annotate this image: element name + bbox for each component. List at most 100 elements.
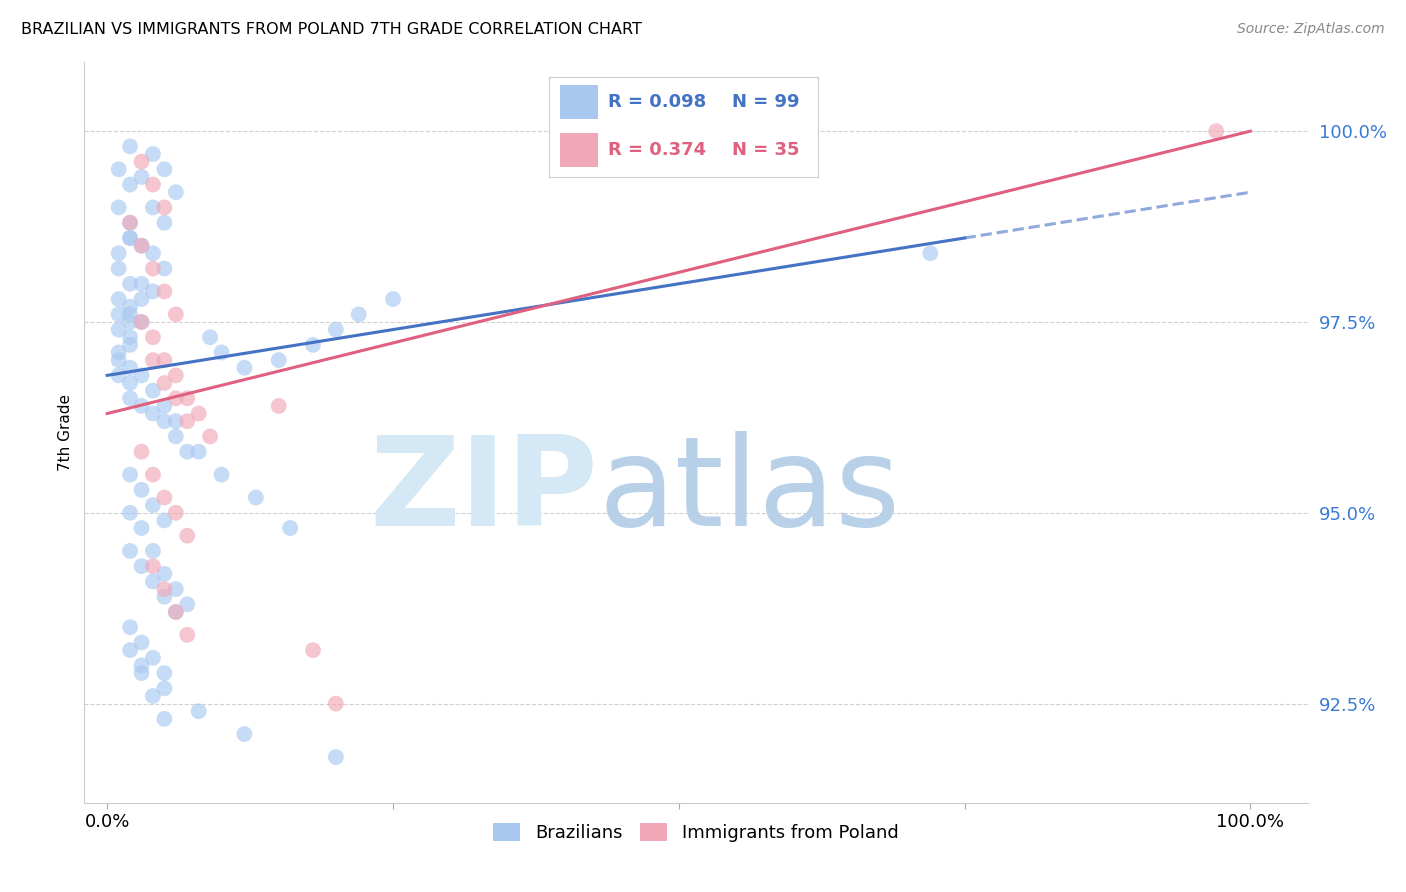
Point bbox=[302, 643, 325, 657]
Point bbox=[120, 300, 142, 314]
Text: ZIP: ZIP bbox=[370, 432, 598, 552]
Text: atlas: atlas bbox=[598, 432, 900, 552]
Point bbox=[120, 620, 142, 634]
Y-axis label: 7th Grade: 7th Grade bbox=[58, 394, 73, 471]
Point bbox=[120, 216, 142, 230]
Point bbox=[131, 521, 153, 535]
Point bbox=[920, 246, 942, 260]
Point bbox=[153, 414, 176, 428]
Point bbox=[131, 238, 153, 252]
Point bbox=[165, 368, 187, 383]
Point bbox=[211, 467, 233, 482]
Point bbox=[131, 635, 153, 649]
Point bbox=[107, 261, 129, 276]
Point bbox=[107, 162, 129, 177]
Point bbox=[211, 345, 233, 359]
Point bbox=[153, 376, 176, 390]
Point bbox=[165, 307, 187, 321]
Legend: Brazilians, Immigrants from Poland: Brazilians, Immigrants from Poland bbox=[486, 815, 905, 849]
Point bbox=[187, 704, 209, 718]
Point bbox=[142, 544, 165, 558]
Point bbox=[176, 444, 198, 458]
Point bbox=[267, 399, 290, 413]
Point bbox=[153, 582, 176, 596]
Point bbox=[142, 353, 165, 368]
Point bbox=[267, 353, 290, 368]
Point bbox=[165, 506, 187, 520]
Point bbox=[120, 139, 142, 153]
Point bbox=[107, 368, 129, 383]
Text: Source: ZipAtlas.com: Source: ZipAtlas.com bbox=[1237, 22, 1385, 37]
Point bbox=[120, 216, 142, 230]
Point bbox=[120, 376, 142, 390]
Point bbox=[187, 444, 209, 458]
Point bbox=[131, 444, 153, 458]
Point bbox=[278, 521, 301, 535]
Point bbox=[347, 307, 370, 321]
Point bbox=[165, 605, 187, 619]
Point bbox=[176, 529, 198, 543]
Point bbox=[131, 169, 153, 184]
Point bbox=[120, 231, 142, 245]
Point bbox=[107, 322, 129, 336]
Point bbox=[120, 277, 142, 291]
Point bbox=[176, 414, 198, 428]
Point bbox=[120, 307, 142, 321]
Point bbox=[153, 666, 176, 681]
Point bbox=[120, 315, 142, 329]
Point bbox=[120, 360, 142, 375]
Point bbox=[142, 384, 165, 398]
Point bbox=[153, 162, 176, 177]
Point bbox=[153, 566, 176, 581]
Point bbox=[142, 330, 165, 344]
Point bbox=[153, 353, 176, 368]
Point bbox=[153, 216, 176, 230]
Point bbox=[153, 712, 176, 726]
Point bbox=[325, 697, 347, 711]
Point bbox=[107, 292, 129, 306]
Point bbox=[165, 582, 187, 596]
Point bbox=[325, 322, 347, 336]
Point bbox=[131, 277, 153, 291]
Point bbox=[107, 353, 129, 368]
Point bbox=[131, 666, 153, 681]
Point bbox=[120, 643, 142, 657]
Point bbox=[142, 467, 165, 482]
Point bbox=[165, 185, 187, 199]
Point bbox=[153, 201, 176, 215]
Point bbox=[165, 414, 187, 428]
Point bbox=[153, 590, 176, 604]
Point bbox=[142, 498, 165, 512]
Point bbox=[142, 147, 165, 161]
Point bbox=[131, 658, 153, 673]
Point bbox=[131, 238, 153, 252]
Point bbox=[120, 231, 142, 245]
Point bbox=[120, 178, 142, 192]
Point bbox=[120, 338, 142, 352]
Point bbox=[165, 429, 187, 443]
Point bbox=[1205, 124, 1227, 138]
Point bbox=[153, 491, 176, 505]
Point bbox=[153, 513, 176, 527]
Point bbox=[142, 201, 165, 215]
Point bbox=[107, 307, 129, 321]
Point bbox=[153, 261, 176, 276]
Point bbox=[142, 574, 165, 589]
Point bbox=[142, 559, 165, 574]
Point bbox=[142, 689, 165, 703]
Text: BRAZILIAN VS IMMIGRANTS FROM POLAND 7TH GRADE CORRELATION CHART: BRAZILIAN VS IMMIGRANTS FROM POLAND 7TH … bbox=[21, 22, 643, 37]
Point bbox=[382, 292, 405, 306]
Point bbox=[198, 429, 221, 443]
Point bbox=[107, 345, 129, 359]
Point bbox=[120, 544, 142, 558]
Point bbox=[153, 399, 176, 413]
Point bbox=[107, 246, 129, 260]
Point bbox=[198, 330, 221, 344]
Point bbox=[131, 315, 153, 329]
Point bbox=[120, 467, 142, 482]
Point bbox=[131, 559, 153, 574]
Point bbox=[107, 201, 129, 215]
Point bbox=[131, 154, 153, 169]
Point bbox=[120, 391, 142, 405]
Point bbox=[142, 407, 165, 421]
